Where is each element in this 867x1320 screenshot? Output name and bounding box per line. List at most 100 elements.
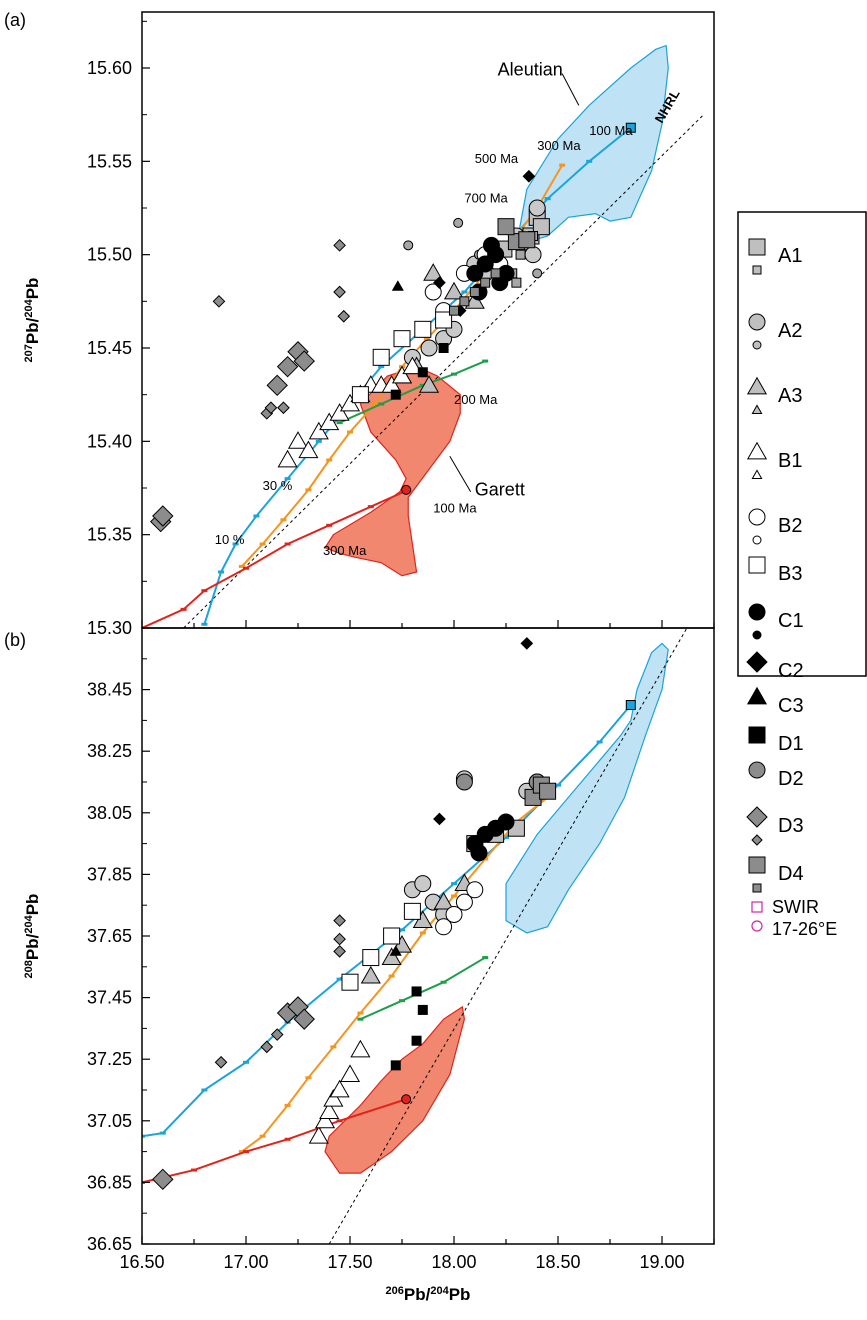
curve-tick-green (419, 383, 426, 387)
point-a3 (360, 965, 381, 984)
y-tick-label: 15.50 (87, 245, 132, 265)
point-a3 (381, 947, 402, 965)
curve-tick-blue (555, 783, 561, 787)
y-label-sup2: 204 (23, 914, 35, 933)
y-label-sup2: 204 (23, 298, 35, 317)
panel-b: 36.65 36.85 37.05 37.25 37.45 37.65 37.85 38.05… (4, 627, 715, 1304)
point-b1 (308, 421, 329, 440)
point-c2 (520, 637, 534, 650)
x-label-main2: Pb (449, 1285, 471, 1304)
point-b1 (329, 1079, 350, 1098)
leader-garett (449, 456, 472, 492)
point-a3 (418, 375, 440, 393)
legend-marker-d3 (746, 806, 768, 828)
legend-label-c1: C1 (778, 610, 804, 632)
curve-tick-red (180, 607, 187, 611)
point-d3 (276, 355, 299, 378)
endpoint-square (625, 700, 636, 710)
y-tick-label: 37.45 (87, 988, 132, 1008)
curve-tick-blue (232, 542, 239, 546)
point-a2 (420, 339, 438, 357)
curve-tick-blue (315, 439, 322, 443)
point-a1 (532, 218, 550, 236)
curve-tick-blue (399, 928, 405, 932)
legend-marker-small-c1 (752, 630, 762, 640)
curve-tick-green (378, 402, 385, 406)
point-c2 (433, 812, 446, 826)
curve-tick-orange (371, 402, 378, 406)
point-d3-small (333, 932, 346, 946)
y-tick-label: 38.45 (87, 680, 132, 700)
point-d2 (455, 773, 473, 791)
curve-label: 200 Ma (454, 392, 498, 407)
point-d4-small (449, 305, 459, 316)
curve-tick-blue (461, 290, 468, 294)
point-d1 (411, 986, 422, 997)
point-b3 (372, 348, 390, 366)
point-b3 (383, 927, 401, 945)
curve-tick-orange (357, 1011, 364, 1015)
y-label-main2: Pb (23, 894, 42, 916)
point-a3 (433, 891, 454, 910)
y-tick-label: 36.85 (87, 1172, 132, 1192)
point-b3 (341, 973, 359, 991)
y-tick-label: 36.65 (87, 1234, 132, 1254)
legend-marker-a3 (746, 376, 768, 395)
curve-tick-orange (326, 458, 333, 462)
curve-tick-red (336, 1119, 343, 1123)
y-axis-label: 207Pb/204Pb (23, 278, 42, 363)
curve-tick-blue (159, 1131, 166, 1135)
curve-tick-red (367, 505, 374, 509)
point-a1-small (511, 277, 522, 288)
panel-label: (a) (4, 10, 26, 30)
y-tick-label: 15.30 (87, 618, 132, 638)
endpoint-square (625, 122, 636, 133)
x-axis-label: 206Pb/204Pb (386, 1285, 471, 1304)
curve-tick-orange (388, 974, 395, 978)
legend-marker-d4 (748, 856, 766, 874)
point-b1 (391, 365, 413, 384)
legend-swir-label: SWIR (772, 897, 819, 917)
point-a2-small (403, 240, 414, 251)
curve-tick-blue (451, 882, 457, 886)
point-d3-small (264, 401, 278, 415)
curve-label: 100 Ma (433, 500, 477, 515)
point-a3 (443, 281, 465, 300)
legend-swir-range: 17-26°E (772, 919, 837, 939)
endpoint-circle (401, 1094, 412, 1105)
curve-tick-green (399, 999, 405, 1003)
field-aleutian (515, 44, 669, 247)
curve-tick-blue (378, 365, 385, 369)
legend-label-c2: C2 (778, 660, 804, 682)
point-c1 (482, 236, 500, 254)
curve-red (142, 1098, 407, 1184)
curve-label: 30 % (263, 478, 293, 493)
curve-red (142, 488, 409, 628)
legend-marker-d1 (748, 726, 766, 744)
x-tick-label: 19.00 (639, 1252, 684, 1272)
legend-swir-circle (751, 920, 763, 932)
legend-swir-square (751, 901, 763, 913)
curve-tick-red (284, 542, 291, 546)
curve-tick-red (201, 589, 208, 593)
curve-green (359, 956, 486, 1021)
legend-marker-a1 (748, 238, 766, 256)
legend-label-a1: A1 (778, 245, 802, 267)
point-a2-small (453, 217, 464, 228)
curve-label: 300 Ma (323, 543, 367, 558)
curve-tick-red (284, 1137, 291, 1141)
x-tick-label: 18.50 (535, 1252, 580, 1272)
curve-tick-orange (238, 1150, 245, 1154)
point-d3-small (212, 295, 226, 308)
y-tick-label: 15.40 (87, 431, 132, 451)
point-d3-small (333, 945, 346, 958)
y-tick-label: 38.25 (87, 741, 132, 761)
legend-marker-a2 (748, 313, 766, 331)
plot-body (142, 628, 688, 1244)
leader-aleutian (561, 73, 580, 106)
point-d3-small (277, 401, 290, 415)
point-d1 (390, 389, 401, 400)
curve-tick-orange (482, 857, 489, 861)
legend-marker-c3 (746, 686, 768, 705)
